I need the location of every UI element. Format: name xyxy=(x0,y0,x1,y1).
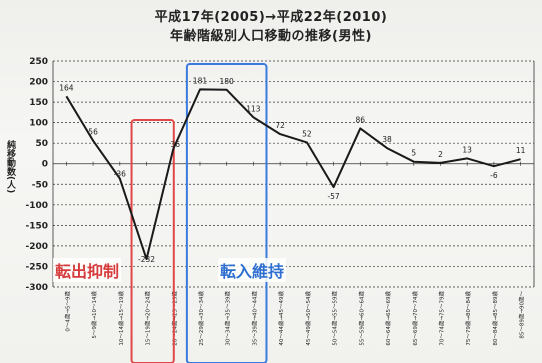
data-label: 181 xyxy=(193,76,208,85)
y-tick-label: -100 xyxy=(25,201,48,211)
data-label: -6 xyxy=(490,171,498,180)
data-label: -57 xyxy=(327,192,339,201)
data-label: 38 xyxy=(382,135,392,144)
data-label: 113 xyxy=(246,104,261,113)
y-tick-label: -250 xyxy=(25,262,48,272)
x-tick-label: 65〜69歳→70〜74歳 xyxy=(411,291,419,346)
y-tick-label: 0 xyxy=(42,160,48,170)
y-tick-label: -150 xyxy=(25,221,48,231)
y-tick-label: 250 xyxy=(29,57,48,67)
data-label: 180 xyxy=(220,77,235,86)
x-tick-label: 5〜9歳→10〜14歳 xyxy=(90,291,98,339)
x-tick-labels: 0〜4歳→5〜9歳 5〜9歳→10〜14歳 10〜14歳→15〜19歳 15〜19歳→… xyxy=(63,291,525,346)
title-line-1: 平成17年(2005)→平成22年(2010) xyxy=(154,10,388,25)
x-tick-label: 15〜19歳→20〜24歳 xyxy=(144,291,152,346)
y-tick-label: 100 xyxy=(29,119,48,129)
x-tick-label: 80〜84歳→85〜89歳 xyxy=(491,291,499,346)
x-tick-label: 10〜14歳→15〜19歳 xyxy=(117,291,125,346)
data-label: 11 xyxy=(516,146,526,155)
series-polyline xyxy=(65,88,521,261)
x-tick-label: 85〜89歳→90歳〜 xyxy=(518,291,526,339)
data-label: 13 xyxy=(462,145,472,154)
x-tick-label: 50〜54歳→55〜59歳 xyxy=(331,291,339,346)
maintain-highlight-box xyxy=(185,63,268,363)
y-tick-label: -300 xyxy=(25,283,48,293)
data-label: 36 xyxy=(170,140,180,149)
x-tick-label: 70〜74歳→75〜79歳 xyxy=(437,291,445,346)
chart-title: 平成17年(2005)→平成22年(2010) 年齢階級別人口移動の推移(男性) xyxy=(0,8,542,46)
data-label: 72 xyxy=(275,121,285,130)
annotation-maintain: 転入維持 xyxy=(218,258,287,282)
x-tick-label: 0〜4歳→5〜9歳 xyxy=(63,291,71,332)
x-tick-label: 45〜49歳→50〜54歳 xyxy=(304,291,312,346)
highlight-boxes xyxy=(130,63,268,363)
y-tick-label: -200 xyxy=(25,242,48,252)
y-tick-labels: 250 200 150 100 50 0 -50 -100 -150 -200 -250 -300 xyxy=(25,57,48,293)
x-tick-label: 35〜39歳→40〜44歳 xyxy=(250,291,258,346)
x-tick-label: 60〜64歳→65〜69歳 xyxy=(384,291,392,346)
y-tick-label: 50 xyxy=(35,139,48,149)
title-line-2: 年齢階級別人口移動の推移(男性) xyxy=(170,29,372,44)
annotation-suppress: 転出抑制 xyxy=(53,258,122,282)
y-tick-label: 150 xyxy=(29,98,48,108)
y-tick-label: 200 xyxy=(29,78,48,88)
data-label: 2 xyxy=(438,150,443,159)
suppress-highlight-box xyxy=(130,119,175,363)
x-tick-label: 25〜29歳→30〜34歳 xyxy=(197,291,205,346)
x-tick-label: 55〜59歳→60〜64歳 xyxy=(357,291,365,346)
data-label: 56 xyxy=(88,128,98,137)
data-label: -36 xyxy=(114,170,126,179)
y-tick-label: -50 xyxy=(32,180,48,190)
data-label: -232 xyxy=(138,255,155,264)
data-label: 52 xyxy=(302,129,312,138)
grid-lines xyxy=(52,60,535,288)
data-label: 164 xyxy=(59,83,74,92)
x-tick-label: 75〜79歳→80〜84歳 xyxy=(464,291,472,346)
data-label: 5 xyxy=(411,149,416,158)
data-label: 86 xyxy=(356,115,366,124)
series-line xyxy=(65,88,521,261)
x-tick-label: 40〜44歳→45〜49歳 xyxy=(277,291,285,346)
x-tick-label: 30〜34歳→35〜39歳 xyxy=(224,291,232,346)
y-axis-label: 純移動数(人) xyxy=(5,140,15,194)
